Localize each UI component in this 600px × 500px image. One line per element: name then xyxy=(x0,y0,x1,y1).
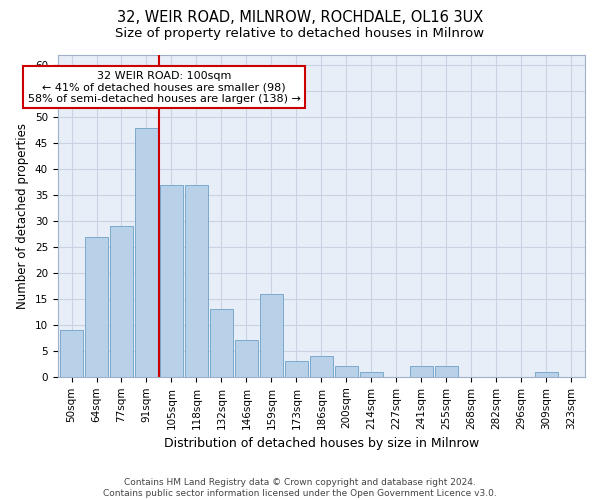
Bar xyxy=(285,361,308,377)
Y-axis label: Number of detached properties: Number of detached properties xyxy=(16,123,29,309)
Bar xyxy=(360,372,383,377)
Bar xyxy=(160,185,183,377)
Text: 32, WEIR ROAD, MILNROW, ROCHDALE, OL16 3UX: 32, WEIR ROAD, MILNROW, ROCHDALE, OL16 3… xyxy=(117,10,483,25)
Bar xyxy=(185,185,208,377)
Bar xyxy=(210,310,233,377)
X-axis label: Distribution of detached houses by size in Milnrow: Distribution of detached houses by size … xyxy=(164,437,479,450)
Text: 32 WEIR ROAD: 100sqm
← 41% of detached houses are smaller (98)
58% of semi-detac: 32 WEIR ROAD: 100sqm ← 41% of detached h… xyxy=(28,70,301,104)
Bar xyxy=(335,366,358,377)
Text: Size of property relative to detached houses in Milnrow: Size of property relative to detached ho… xyxy=(115,28,485,40)
Bar xyxy=(135,128,158,377)
Bar xyxy=(85,236,108,377)
Bar xyxy=(310,356,332,377)
Bar xyxy=(110,226,133,377)
Bar xyxy=(435,366,458,377)
Bar xyxy=(410,366,433,377)
Bar xyxy=(535,372,557,377)
Bar xyxy=(60,330,83,377)
Bar xyxy=(235,340,257,377)
Text: Contains HM Land Registry data © Crown copyright and database right 2024.
Contai: Contains HM Land Registry data © Crown c… xyxy=(103,478,497,498)
Bar xyxy=(260,294,283,377)
